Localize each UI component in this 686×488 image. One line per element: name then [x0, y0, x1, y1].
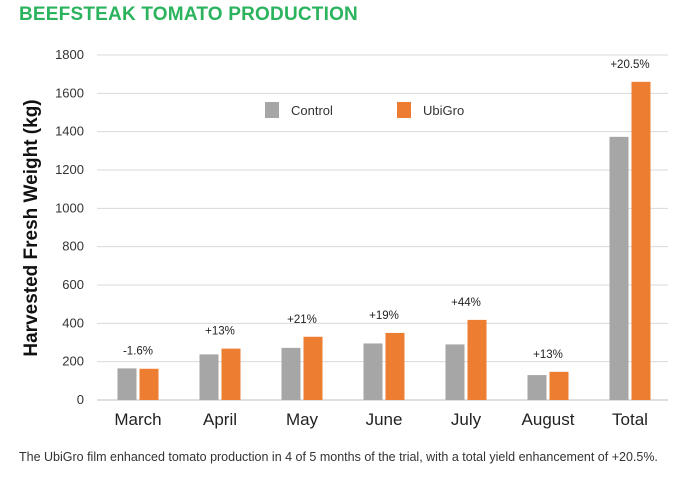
x-axis-ticks: March April May June July August Total — [114, 410, 648, 429]
bar-ubigro-march — [139, 368, 159, 400]
bar-ubigro-april — [221, 348, 241, 400]
bar-control-total — [609, 136, 629, 400]
chart-caption: The UbiGro film enhanced tomato producti… — [19, 450, 658, 464]
y-axis-label: Harvested Fresh Weight (kg) — [21, 99, 42, 356]
bar-control-march — [117, 368, 137, 400]
bar-control-april — [199, 354, 219, 400]
bar-control-july — [445, 344, 465, 400]
y-tick-label: 1400 — [55, 124, 84, 139]
bar-ubigro-july — [467, 319, 487, 400]
y-tick-label: 0 — [77, 392, 84, 407]
bar-control-august — [527, 375, 547, 400]
legend-swatch — [397, 102, 411, 118]
legend-label: Control — [291, 103, 333, 118]
legend-label: UbiGro — [423, 103, 464, 118]
x-tick-label: May — [286, 410, 319, 429]
bar-ubigro-june — [385, 332, 405, 400]
bar-control-june — [363, 343, 383, 400]
x-tick-label: July — [451, 410, 482, 429]
legend-swatch — [265, 102, 279, 118]
x-tick-label: June — [366, 410, 403, 429]
y-tick-label: 1200 — [55, 162, 84, 177]
bar-ubigro-august — [549, 371, 569, 400]
x-tick-label: Total — [612, 410, 648, 429]
x-tick-label: April — [203, 410, 237, 429]
percent-change-label: +21% — [287, 314, 317, 326]
annotations: -1.6% +13% +21% +19% +44% +13% +20.5% — [123, 59, 650, 361]
y-tick-label: 200 — [62, 354, 84, 369]
percent-change-label: +19% — [369, 310, 399, 322]
percent-change-label: +44% — [451, 297, 481, 309]
y-tick-label: 1000 — [55, 200, 84, 215]
bar-ubigro-total — [631, 81, 651, 400]
y-tick-label: 600 — [62, 277, 84, 292]
y-tick-label: 400 — [62, 315, 84, 330]
legend: Control UbiGro — [265, 102, 464, 118]
bar-control-may — [281, 347, 301, 400]
y-axis-ticks: 0 200 400 600 800 1000 1200 1400 1600 1800 — [55, 47, 84, 407]
chart-title: BEEFSTEAK TOMATO PRODUCTION — [19, 4, 358, 25]
percent-change-label: +13% — [205, 326, 235, 338]
percent-change-label: +13% — [533, 349, 563, 361]
y-tick-label: 1800 — [55, 47, 84, 62]
bars — [117, 81, 651, 400]
y-tick-label: 1600 — [55, 85, 84, 100]
bar-ubigro-may — [303, 336, 323, 400]
x-tick-label: March — [114, 410, 161, 429]
percent-change-label: +20.5% — [610, 59, 649, 71]
y-tick-label: 800 — [62, 239, 84, 254]
percent-change-label: -1.6% — [123, 345, 153, 357]
x-tick-label: August — [522, 410, 575, 429]
bar-chart: 0 200 400 600 800 1000 1200 1400 1600 1800 Harves… — [21, 47, 668, 429]
